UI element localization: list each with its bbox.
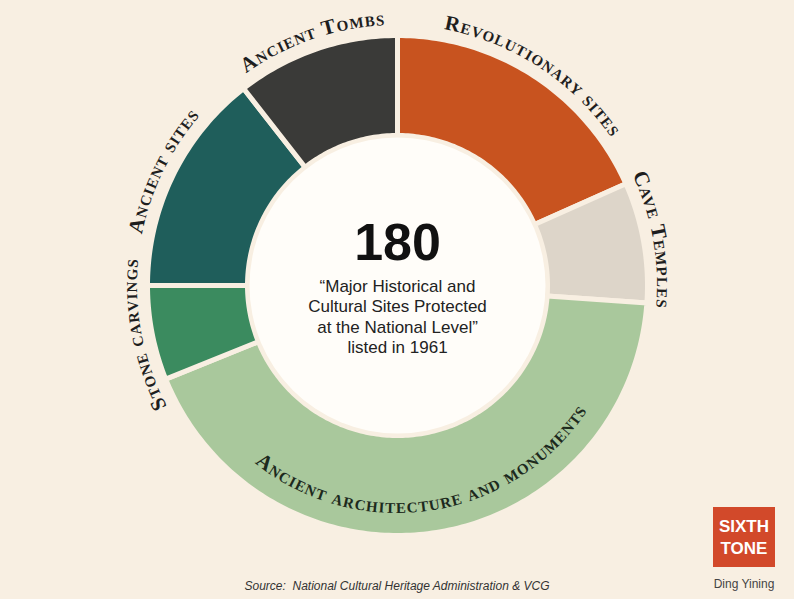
svg-text:Ding Yining: Ding Yining [714, 577, 775, 591]
svg-text:180: 180 [354, 213, 441, 271]
svg-text:Cave Temples: Cave Temples [628, 167, 676, 310]
svg-text:TONE: TONE [721, 539, 768, 558]
svg-text:Source: National Cultural Her: Source: National Cultural Heritage Admin… [244, 579, 549, 593]
svg-text:“Major Historical andCultural: “Major Historical andCultural Sites Prot… [308, 277, 487, 357]
svg-text:Stone carvings: Stone carvings [118, 257, 172, 415]
svg-text:Revolutionary sites: Revolutionary sites [443, 11, 627, 142]
svg-text:Ancient Tombs: Ancient Tombs [235, 6, 386, 77]
svg-text:SIXTH: SIXTH [719, 517, 769, 536]
svg-text:Ancient sites: Ancient sites [123, 103, 204, 236]
svg-text:Ancient architecture and monum: Ancient architecture and monuments [251, 399, 591, 518]
